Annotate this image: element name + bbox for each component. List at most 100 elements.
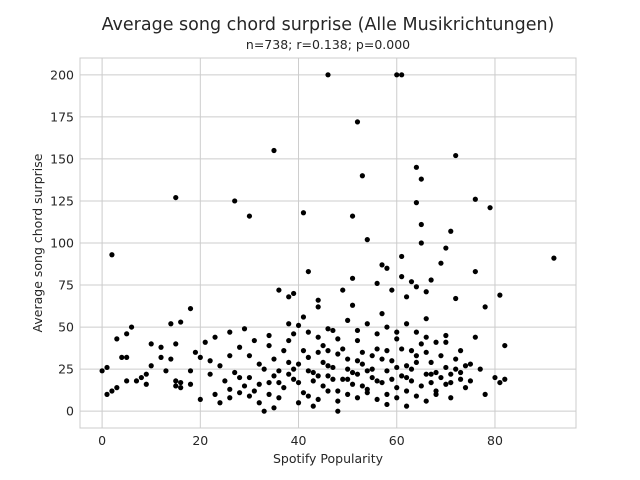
data-point	[349, 381, 356, 387]
data-point	[374, 346, 380, 352]
data-point	[551, 255, 557, 261]
data-point	[291, 331, 297, 337]
data-point	[315, 396, 321, 403]
data-point	[497, 379, 503, 386]
data-point	[389, 376, 395, 382]
data-point	[399, 253, 405, 260]
data-point	[271, 373, 277, 379]
data-point	[212, 391, 218, 397]
data-point	[104, 391, 110, 397]
y-tick-label: 50	[58, 320, 74, 335]
data-point	[345, 356, 351, 362]
data-point	[143, 371, 149, 377]
data-point	[325, 388, 331, 394]
data-point	[492, 374, 498, 381]
x-tick-label: 40	[291, 433, 307, 448]
data-point	[256, 381, 262, 387]
data-point	[345, 391, 351, 397]
data-point	[187, 368, 194, 374]
data-point	[408, 378, 415, 384]
data-point	[433, 339, 439, 345]
data-point	[349, 275, 356, 281]
data-point	[119, 354, 125, 360]
data-point	[222, 378, 228, 384]
data-point	[403, 374, 410, 381]
data-point	[418, 341, 424, 347]
data-point	[178, 385, 184, 391]
data-point	[237, 344, 243, 350]
data-point	[335, 398, 341, 404]
x-axis-label: Spotify Popularity	[273, 451, 384, 466]
data-point	[354, 371, 361, 377]
data-point	[251, 337, 257, 344]
data-point	[379, 379, 385, 386]
data-point	[423, 316, 429, 322]
data-point	[246, 374, 253, 381]
data-point	[394, 336, 400, 342]
data-point	[482, 304, 488, 310]
data-point	[502, 342, 508, 349]
data-point	[403, 388, 410, 394]
data-point	[413, 393, 419, 399]
data-point	[354, 358, 361, 364]
data-point	[384, 324, 390, 330]
data-point	[227, 329, 233, 335]
data-point	[315, 373, 321, 379]
y-tick-label: 175	[50, 109, 74, 124]
data-point	[315, 304, 321, 310]
data-point	[433, 369, 439, 376]
data-point	[369, 374, 375, 381]
data-point	[379, 356, 385, 362]
data-point	[197, 396, 203, 403]
data-point	[345, 317, 351, 323]
data-point	[295, 322, 302, 329]
data-point	[448, 371, 454, 377]
data-point	[187, 381, 194, 387]
data-point	[394, 395, 400, 401]
data-point	[359, 349, 365, 355]
data-point	[453, 356, 459, 362]
data-point	[330, 376, 336, 382]
data-point	[359, 173, 365, 179]
data-point	[158, 354, 164, 360]
data-point	[300, 314, 307, 320]
data-point	[173, 341, 179, 347]
data-point	[261, 408, 267, 414]
data-point	[399, 346, 405, 352]
data-point	[330, 327, 336, 334]
data-point	[109, 388, 115, 394]
data-point	[310, 378, 316, 384]
data-point	[384, 391, 390, 397]
data-point	[276, 379, 282, 386]
data-point	[438, 353, 444, 359]
data-point	[384, 401, 390, 408]
data-point	[187, 305, 194, 312]
data-point	[173, 378, 179, 384]
data-point	[472, 268, 478, 275]
data-point	[276, 287, 282, 293]
data-point	[291, 290, 297, 297]
chart-subtitle: n=738; r=0.138; p=0.000	[246, 37, 410, 52]
x-tick-label: 20	[192, 433, 208, 448]
data-point	[384, 265, 390, 271]
data-point	[315, 297, 321, 303]
data-point	[379, 311, 385, 317]
data-point	[399, 373, 405, 379]
data-point	[124, 331, 130, 337]
data-point	[477, 366, 483, 372]
data-point	[241, 383, 248, 389]
data-point	[418, 176, 424, 182]
data-point	[467, 361, 474, 367]
data-point	[364, 237, 370, 243]
data-point	[227, 395, 233, 401]
data-point	[448, 228, 454, 234]
y-axis-label: Average song chord surprise	[30, 153, 45, 332]
data-point	[359, 361, 365, 367]
data-point	[428, 359, 434, 366]
data-point	[413, 284, 419, 290]
data-point	[295, 379, 302, 386]
data-point	[217, 363, 223, 369]
y-tick-label: 200	[50, 67, 74, 82]
data-point	[389, 287, 395, 293]
